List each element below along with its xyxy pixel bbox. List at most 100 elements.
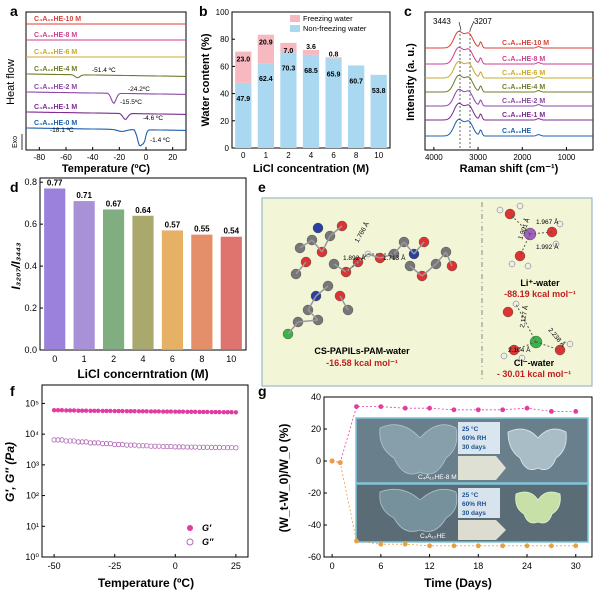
label-nonfreezing-0: 47.9 — [236, 96, 250, 103]
g-series-line-0 — [332, 406, 576, 464]
raman-curve-1 — [425, 46, 593, 65]
f-ytick-label-4: 10⁴ — [25, 429, 39, 439]
bond-1 — [311, 239, 323, 253]
cl-atom-0 — [502, 306, 514, 318]
gdoubleprime-point — [200, 444, 207, 450]
f-xtick-label--25: -25 — [108, 561, 121, 571]
gprime-point — [71, 408, 77, 413]
raman-curve-label-6: C₄A₁₀HE — [502, 128, 532, 135]
raman-curve-label-1: C₄A₁₀HE-8 M — [502, 56, 545, 63]
gprime-point — [209, 409, 214, 415]
panel-c: c Intensity (a. u.) Raman shift (cm⁻¹) 3… — [404, 3, 594, 175]
d-bar-label-4: 0.64 — [135, 206, 151, 215]
d-bar-label-0: 0.77 — [47, 178, 63, 187]
sample-top-label: C₄A₁₀HE-8 M — [418, 474, 457, 481]
bar-nonfreezing-1 — [257, 63, 274, 148]
d-xtick-label-4: 4 — [140, 354, 145, 364]
dsc-curve-3 — [26, 73, 186, 79]
gprime-point — [51, 408, 57, 413]
gprime-point — [88, 408, 93, 414]
legend-freezing-swatch — [290, 15, 300, 22]
panel-g-xlabel: Time (Days) — [424, 576, 492, 590]
gprime-point — [92, 408, 97, 414]
gprime-point — [59, 408, 65, 413]
g-point-1-6 — [451, 543, 457, 549]
b-ytick-label-0: 0 — [225, 144, 230, 153]
label-nonfreezing-2: 70.3 — [282, 65, 296, 72]
gdoubleprime-point — [221, 444, 227, 451]
arrow-bottom — [458, 520, 506, 540]
panel-a-frame — [25, 11, 187, 151]
g-xtick-label-30: 30 — [571, 561, 581, 571]
g-point-0-5 — [427, 405, 432, 411]
butterfly-top-after — [507, 428, 567, 471]
gprime-point — [104, 408, 109, 414]
a-xtick-label--20: -20 — [114, 153, 126, 162]
g-point-1-3 — [378, 541, 384, 547]
legend-gprime-marker — [187, 525, 193, 531]
d-xtick-label-0: 0 — [52, 354, 57, 364]
li-water-energy: -88.19 kcal mol⁻¹ — [504, 289, 576, 299]
f-ytick-label-0: 10⁰ — [25, 552, 39, 562]
legend-gdoubleprime-marker — [186, 538, 194, 546]
gprime-point — [229, 409, 234, 415]
a-xtick-label--40: -40 — [87, 153, 99, 162]
panel-c-ylabel: Intensity (a. u.) — [405, 43, 417, 121]
bond-3 — [329, 225, 343, 237]
li-atom-9 — [524, 262, 532, 270]
gprime-point — [189, 409, 194, 414]
panel-d: d I₃₂₀₇/I₃₄₄₃ LiCl concerntration (M) 0.… — [9, 177, 247, 381]
gdoubleprime-point — [112, 441, 118, 448]
dsc-annotation-4: -18.1 ºC — [50, 127, 74, 134]
gdoubleprime-point — [212, 444, 219, 451]
panel-g-letter: g — [258, 383, 267, 399]
bond-22 — [315, 285, 329, 297]
bar-nonfreezing-6 — [325, 58, 342, 148]
gprime-point — [116, 408, 121, 414]
peak-3207-label: 3207 — [474, 17, 492, 26]
gdoubleprime-point — [75, 439, 81, 445]
bond-2104: 2.104 Å — [508, 345, 531, 354]
dsc-curve-label-2: C₄A₁₀HE-6 M — [34, 49, 77, 56]
f-ytick-label-1: 10¹ — [26, 521, 39, 531]
bond-18 — [421, 263, 437, 277]
gdoubleprime-point — [136, 443, 142, 449]
dsc-annotation-0: -51.4 ºC — [92, 67, 116, 74]
bond-0 — [299, 239, 313, 249]
a-xtick-label--60: -60 — [60, 153, 72, 162]
d-xtick-label-1: 1 — [82, 354, 87, 364]
bond-25 — [297, 319, 319, 323]
gdoubleprime-point — [209, 444, 215, 451]
a-xtick-label-20: 20 — [168, 153, 177, 162]
li-atom-5 — [556, 220, 564, 228]
panel-b-letter: b — [199, 3, 208, 19]
b-xtick-label-4: 4 — [309, 151, 314, 160]
cond-top-temp: 25 °C — [462, 425, 479, 433]
g-point-1-8 — [500, 543, 506, 549]
b-xtick-label-10: 10 — [374, 151, 383, 160]
f-xtick-label-0: 0 — [173, 561, 178, 571]
g-xtick-label-0: 0 — [330, 561, 335, 571]
g-point-0-7 — [475, 407, 481, 413]
gprime-point — [148, 409, 154, 414]
d-bar-label-1: 0.71 — [76, 191, 92, 200]
bar-freezing-4 — [302, 49, 320, 55]
g-point-0-6 — [451, 407, 457, 413]
li-atom-8 — [508, 260, 516, 268]
gprime-point — [180, 409, 186, 414]
dsc-curve-label-0: C₄A₁₀HE-10 M — [34, 16, 81, 23]
gprime-point — [233, 410, 239, 415]
gdoubleprime-point — [91, 440, 97, 446]
legend-gdoubleprime-label: G′′ — [202, 537, 214, 547]
bond-20 — [445, 251, 453, 267]
raman-curve-0 — [425, 30, 593, 49]
bond-24 — [307, 309, 319, 321]
f-ytick-label-3: 10³ — [26, 460, 39, 470]
d-ytick-label-0.8: 0.8 — [24, 177, 37, 187]
g-point-0-10 — [548, 409, 554, 414]
g-point-0-8 — [500, 407, 506, 413]
bond-1892: 1.892 Å — [343, 253, 366, 262]
legend-nonfreezing-label: Non-freezing water — [303, 24, 367, 33]
raman-curve-4 — [425, 88, 593, 107]
dsc-curve-label-5: C₄A₁₀HE-1 M — [34, 104, 77, 111]
